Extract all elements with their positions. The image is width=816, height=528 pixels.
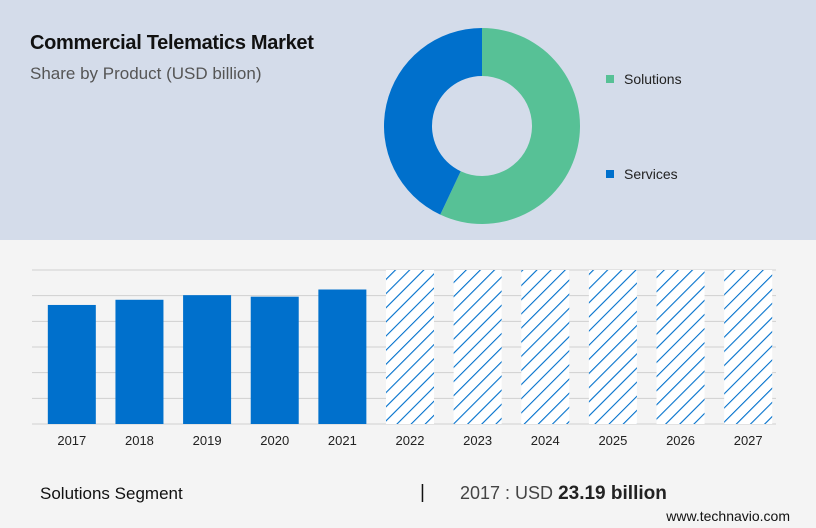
segment-stat: 2017 : USD 23.19 billion	[460, 483, 667, 505]
legend-swatch-solutions	[606, 75, 614, 83]
footer-divider: |	[420, 482, 425, 503]
chart-title: Commercial Telematics Market	[30, 32, 314, 54]
x-tick-label: 2023	[463, 433, 492, 448]
source-credit: www.technavio.com	[666, 508, 790, 524]
x-tick-label: 2020	[260, 433, 289, 448]
bar-2018	[115, 299, 164, 424]
donut-slice-services	[383, 27, 482, 215]
x-tick-label: 2024	[531, 433, 560, 448]
legend-label: Services	[624, 166, 678, 182]
legend-label: Solutions	[624, 71, 682, 87]
x-tick-label: 2018	[125, 433, 154, 448]
bar-forecast-2022	[386, 270, 434, 424]
x-tick-label: 2017	[57, 433, 86, 448]
bar-2017	[47, 304, 96, 424]
chart-subtitle: Share by Product (USD billion)	[30, 64, 262, 83]
x-tick-label: 2021	[328, 433, 357, 448]
x-tick-label: 2025	[598, 433, 627, 448]
bar-2020	[250, 296, 299, 424]
x-tick-label: 2026	[666, 433, 695, 448]
segment-label: Solutions Segment	[40, 484, 183, 503]
legend-item-services: Services	[606, 166, 678, 182]
bar-forecast-2024	[521, 270, 570, 424]
bar-forecast-2026	[656, 270, 705, 424]
bar-2021	[318, 289, 367, 424]
stat-prefix: 2017 : USD	[460, 483, 554, 503]
bar-forecast-2027	[724, 270, 773, 424]
legend-swatch-services	[606, 170, 614, 178]
donut-slice-solutions	[440, 28, 580, 224]
x-tick-label: 2019	[193, 433, 222, 448]
donut-chart	[383, 27, 580, 224]
x-tick-label: 2027	[734, 433, 763, 448]
stat-value: 23.19 billion	[558, 483, 667, 504]
x-tick-label: 2022	[396, 433, 425, 448]
bar-forecast-2023	[453, 270, 502, 424]
bar-forecast-2025	[588, 270, 637, 424]
bar-2019	[183, 295, 232, 424]
legend-item-solutions: Solutions	[606, 71, 682, 87]
